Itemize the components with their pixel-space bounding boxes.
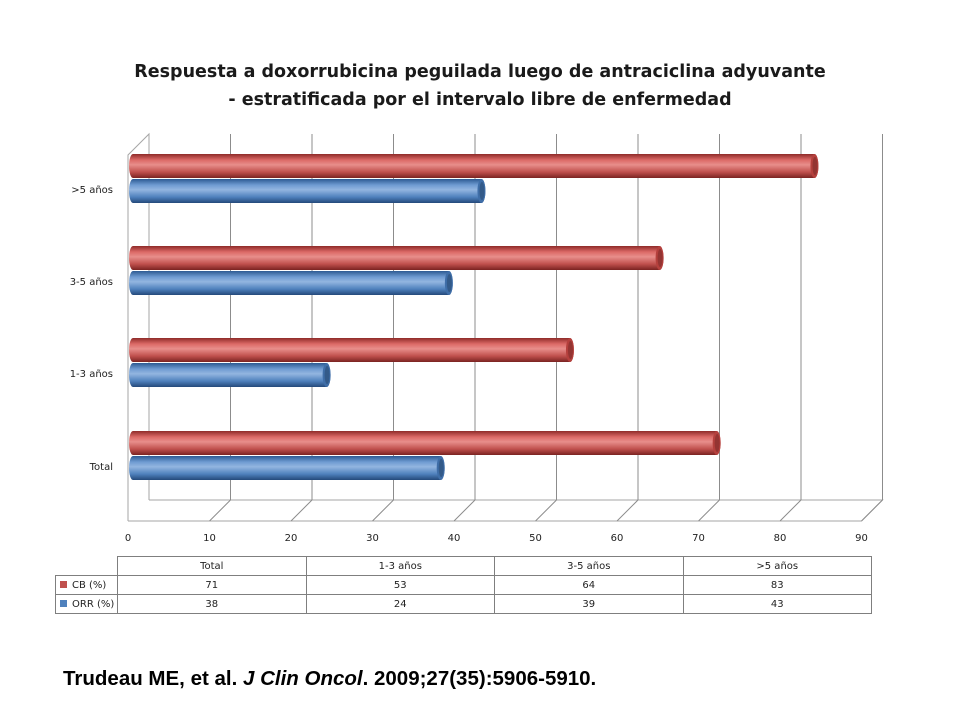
table-cell: 24 [305,594,495,614]
table-row-orr: ORR (%) 38 24 39 43 [55,594,872,614]
x-axis-ticks: 0 10 20 30 40 50 60 70 80 90 [125,533,868,544]
gridline-floor [779,499,802,522]
x-tick-label: 30 [366,533,379,544]
table-cell: 43 [682,594,872,614]
legend-key-red [60,580,67,588]
table-header-cell: 1-3 años [305,556,495,576]
table-cell: 71 [117,575,307,595]
bar-orr [129,456,445,480]
bar-orr [129,179,486,203]
gridline-floor [290,499,313,522]
x-tick-label: 70 [692,533,705,544]
gridline-floor [453,499,476,522]
bar-chart: 0 10 20 30 40 50 60 70 80 90 Total 1-3 años 3-5 año… [70,132,884,544]
bar-orr [129,363,331,387]
legend-label: ORR (%) [72,598,115,610]
table-header-row: Total 1-3 años 3-5 años >5 años [55,556,872,576]
x-tick-label: 50 [529,533,542,544]
citation-journal: J Clin Oncol [243,667,363,690]
bars [129,154,819,480]
citation-authors: Trudeau ME, et al. [63,667,243,690]
table-cell: 64 [494,575,684,595]
left-wall [127,132,150,521]
table-cell: 53 [305,575,495,595]
chart-title-line-1: Respuesta a doxorrubicina peguilada lueg… [134,62,826,82]
table-row-cb: CB (%) 71 53 64 83 [55,575,872,595]
x-tick-label: 20 [285,533,298,544]
y-tick-label: 1-3 años [70,369,113,380]
y-tick-label: Total [89,462,113,473]
x-tick-label: 90 [855,533,868,544]
table-header-cell: 3-5 años [494,556,684,576]
y-axis-labels: Total 1-3 años 3-5 años >5 años [70,185,113,473]
bar-cb [129,338,574,362]
floor [128,499,884,522]
legend-label: CB (%) [72,579,107,591]
bar-orr [129,271,453,295]
table-corner [55,556,118,576]
legend-key-blue [60,599,67,607]
table-cell: 39 [494,594,684,614]
bar-cb [129,154,819,178]
chart-title-line-2: - estratificada por el intervalo libre d… [228,90,732,110]
table-header-cell: >5 años [682,556,872,576]
x-tick-label: 60 [611,533,624,544]
gridline-floor [535,499,557,522]
x-tick-label: 40 [448,533,461,544]
gridline-floor [698,499,720,522]
table-cell: 38 [117,594,307,614]
x-tick-label: 0 [125,533,131,544]
x-tick-label: 80 [774,533,787,544]
table-header-cell: Total [117,556,307,576]
legend-entry-orr: ORR (%) [55,594,118,614]
gridline-floor [616,499,639,522]
gridline-floor [209,499,231,522]
y-tick-label: 3-5 años [70,277,113,288]
bar-cb [129,246,664,270]
gridline-floor [861,499,883,522]
gridline-floor [372,499,394,522]
x-tick-label: 10 [203,533,216,544]
y-tick-label: >5 años [71,185,113,196]
bar-cb [129,431,721,455]
citation-details: . 2009;27(35):5906-5910. [362,667,597,690]
citation: Trudeau ME, et al. J Clin Oncol. 2009;27… [63,667,596,691]
legend-entry-cb: CB (%) [55,575,118,595]
data-table: Total 1-3 años 3-5 años >5 años CB (%) 7… [55,556,872,614]
table-cell: 83 [682,575,872,595]
chart-title: Respuesta a doxorrubicina peguilada lueg… [0,58,960,114]
